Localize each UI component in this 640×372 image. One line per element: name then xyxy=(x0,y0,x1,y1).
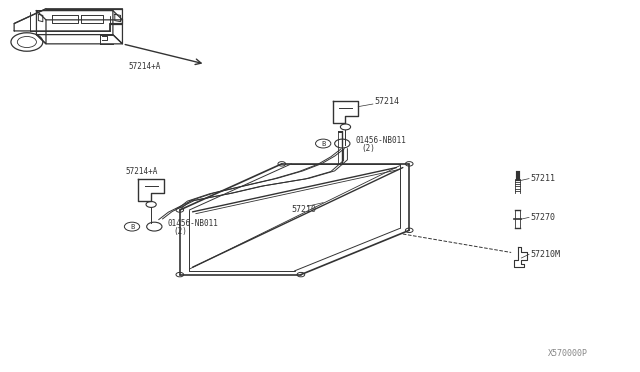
Circle shape xyxy=(405,228,413,232)
Circle shape xyxy=(405,161,413,166)
Text: B: B xyxy=(130,224,134,230)
Text: X570000P: X570000P xyxy=(548,349,588,358)
Circle shape xyxy=(278,161,285,166)
Text: 57214+A: 57214+A xyxy=(125,167,158,176)
Text: 57211: 57211 xyxy=(531,174,556,183)
Circle shape xyxy=(176,272,184,277)
Text: 57270: 57270 xyxy=(531,213,556,222)
Text: 57210M: 57210M xyxy=(531,250,560,259)
Circle shape xyxy=(297,272,305,277)
Circle shape xyxy=(176,208,184,212)
Text: (2): (2) xyxy=(173,227,188,235)
Text: 01456-NB011: 01456-NB011 xyxy=(167,219,218,228)
Text: 57214: 57214 xyxy=(374,97,399,106)
Text: B: B xyxy=(321,141,325,147)
Text: 01456-NB011: 01456-NB011 xyxy=(355,137,406,145)
Text: (2): (2) xyxy=(362,144,375,153)
Text: 57210: 57210 xyxy=(291,205,316,215)
Text: 57214+A: 57214+A xyxy=(129,61,161,71)
